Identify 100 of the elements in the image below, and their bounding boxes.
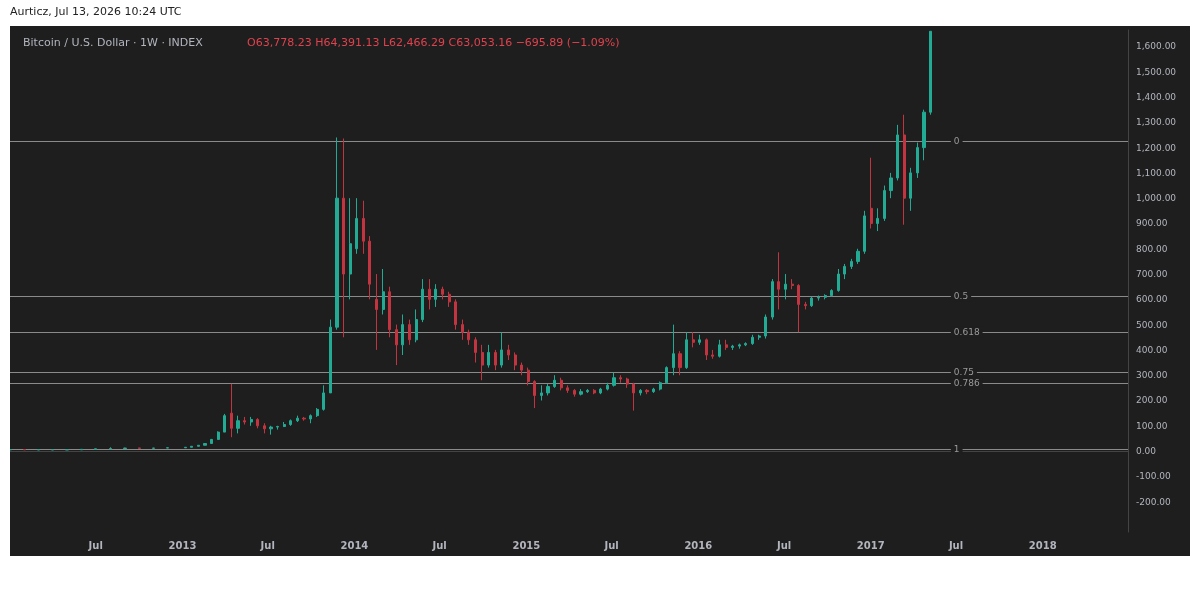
candlestick [302, 416, 306, 422]
x-tick-label: Jul [431, 539, 447, 551]
y-tick-label: 1,400.00 [1136, 92, 1177, 103]
candlestick [738, 343, 741, 350]
candlestick [94, 448, 97, 451]
candlestick [560, 377, 563, 391]
candlestick [612, 372, 616, 388]
candlestick [441, 286, 444, 300]
candlestick [771, 278, 774, 321]
candlestick [527, 367, 530, 386]
candlestick [698, 334, 701, 346]
candlestick [408, 319, 411, 346]
candlestick [593, 388, 596, 395]
y-tick-label: 200.00 [1136, 395, 1168, 406]
candlestick [256, 417, 259, 429]
x-tick-label: 2014 [340, 539, 369, 551]
candlestick [889, 172, 893, 199]
y-tick-label: -200.00 [1136, 496, 1172, 507]
candlestick [375, 273, 378, 351]
candlestick [705, 338, 708, 361]
y-tick-label: 1,200.00 [1136, 142, 1177, 153]
x-tick-label: 2015 [512, 539, 541, 551]
candlestick [632, 382, 635, 412]
candlestick [296, 415, 299, 423]
candlestick [843, 263, 846, 280]
candlestick [276, 425, 279, 431]
candlestick [500, 331, 503, 369]
candlestick [830, 288, 833, 298]
x-tick-label: 2016 [684, 539, 713, 551]
annotation: 0.75 [953, 367, 974, 378]
candlestick [382, 268, 385, 316]
x-tick-label: 2017 [856, 539, 885, 551]
y-tick-label: 1,000.00 [1136, 193, 1177, 204]
candlestick [434, 283, 437, 308]
annotation: 1 [953, 444, 960, 455]
candlestick [606, 382, 609, 391]
y-tick-label: 900.00 [1136, 218, 1168, 229]
candlestick [791, 278, 794, 290]
candlestick [355, 197, 358, 255]
candlestick [533, 379, 536, 409]
candlestick [494, 349, 497, 371]
candlestick [764, 314, 767, 340]
candlestick [197, 444, 200, 447]
candlestick [718, 339, 721, 358]
text: Bitcoin / U.S. Dollar · 1W · INDEX [23, 36, 204, 49]
candlestick [210, 438, 213, 444]
candlestick [566, 384, 569, 394]
candlestick [883, 185, 886, 222]
candlestick [777, 251, 780, 310]
candlestick [289, 418, 292, 427]
y-tick-label: -100.00 [1136, 471, 1172, 482]
candlestick [342, 137, 345, 338]
candlestick [804, 301, 807, 310]
candlestick [916, 142, 919, 179]
candlestick [837, 268, 840, 293]
candlestick [586, 388, 589, 394]
candlestick [619, 374, 622, 384]
y-tick-label: 700.00 [1136, 269, 1168, 280]
candlestick [850, 258, 853, 270]
y-tick-label: 600.00 [1136, 294, 1168, 305]
candlestick [725, 339, 728, 351]
annotation: 0 [953, 135, 960, 146]
candlestick [316, 407, 319, 418]
candlestick [217, 430, 220, 441]
candlestick [711, 349, 714, 360]
candlestick [665, 365, 668, 385]
candlestick [467, 329, 470, 346]
candlestick [461, 319, 464, 341]
candlestick [349, 197, 352, 300]
y-tick-label: 800.00 [1136, 243, 1168, 254]
x-tick-label: 2018 [1028, 539, 1057, 551]
candlestick [481, 344, 484, 381]
candlestick [388, 286, 391, 338]
candlestick [639, 388, 642, 396]
candlestick [929, 30, 932, 116]
candlestick [283, 421, 286, 428]
candlestick [230, 383, 233, 438]
candlestick [421, 278, 424, 323]
candlestick [335, 136, 339, 331]
y-tick-label: 1,600.00 [1136, 41, 1177, 52]
candlestick [322, 384, 325, 412]
candlestick [751, 334, 754, 346]
candlestick [368, 235, 371, 300]
candlestick [896, 124, 899, 181]
candlestick [448, 291, 451, 308]
y-tick-label: 0.00 [1136, 446, 1157, 457]
y-tick-label: 1,300.00 [1136, 117, 1177, 128]
candlestick [863, 210, 866, 255]
x-tick-label: Jul [87, 539, 103, 551]
candlestick [203, 442, 207, 446]
y-tick-label: 1,100.00 [1136, 167, 1177, 178]
candlestick [797, 283, 800, 333]
candlestick [678, 350, 682, 376]
candlestick [487, 344, 490, 369]
candlestick [810, 296, 813, 308]
y-tick-label: 500.00 [1136, 319, 1168, 330]
x-tick-label: Jul [259, 539, 275, 551]
candlestick [401, 314, 404, 356]
candlestick [599, 387, 602, 395]
candlestick [190, 445, 193, 448]
